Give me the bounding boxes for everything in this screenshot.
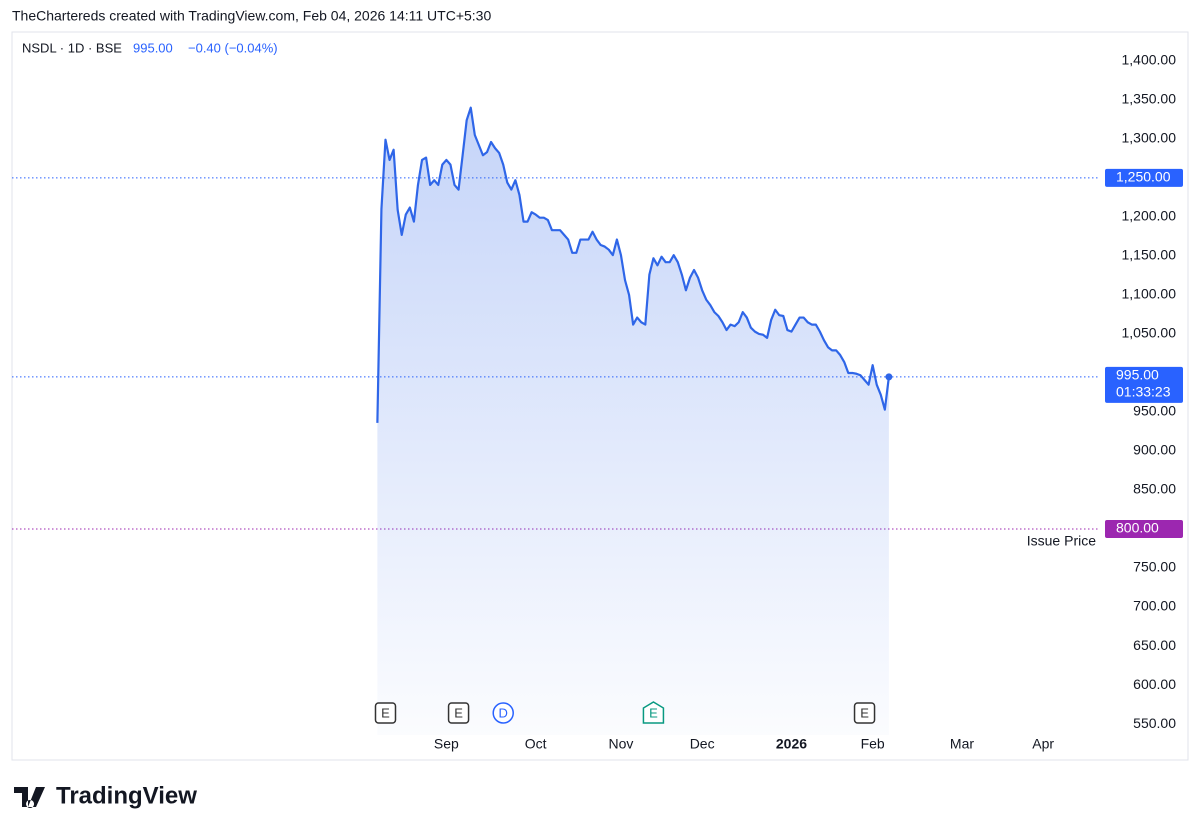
- event-label: E: [649, 705, 658, 720]
- event-label: E: [860, 705, 869, 720]
- y-tick-label: 1,300.00: [1122, 130, 1177, 146]
- event-marker: E: [447, 702, 470, 724]
- event-label: D: [499, 705, 508, 720]
- y-tick-label: 750.00: [1133, 559, 1176, 575]
- event-icon: [374, 702, 397, 724]
- x-tick-label: Dec: [690, 736, 715, 752]
- event-icon: [447, 702, 470, 724]
- countdown: 01:33:23: [1116, 384, 1171, 400]
- event-icon: [492, 702, 514, 724]
- x-tick-label: Nov: [609, 736, 634, 752]
- price-label-box: [1105, 520, 1183, 539]
- x-tick-label: Feb: [861, 736, 885, 752]
- y-tick-label: 1,050.00: [1122, 325, 1177, 341]
- header: TheChartereds created with TradingView.c…: [12, 8, 491, 24]
- x-tick-label: Apr: [1032, 736, 1054, 752]
- x-tick-label: Sep: [434, 736, 459, 752]
- area-fill: [377, 107, 889, 735]
- y-tick-label: 1,400.00: [1122, 52, 1177, 68]
- y-tick-label: 700.00: [1133, 598, 1176, 614]
- x-tick-label: 2026: [776, 736, 807, 752]
- event-label: E: [381, 705, 390, 720]
- event-marker: D: [492, 702, 514, 724]
- price-label-box: [1105, 366, 1183, 403]
- price-label: 800.00: [1116, 520, 1159, 536]
- last-point: [885, 373, 893, 381]
- panel-frame: [11, 31, 1189, 761]
- y-tick-label: 1,350.00: [1122, 91, 1177, 107]
- logo: [14, 787, 45, 808]
- x-tick-label: Oct: [525, 736, 547, 752]
- y-tick-label: 550.00: [1133, 715, 1176, 731]
- event-marker: E: [853, 702, 876, 724]
- price-line: [376, 106, 890, 423]
- price-label: 995.00: [1116, 367, 1159, 383]
- y-tick-label: 1,150.00: [1122, 247, 1177, 263]
- event-icon: [853, 702, 876, 724]
- y-tick-label: 1,100.00: [1122, 286, 1177, 302]
- y-tick-label: 950.00: [1133, 403, 1176, 419]
- event-label: E: [454, 705, 463, 720]
- legend-change: −0.40 (−0.04%): [188, 40, 278, 55]
- price-label-box: [1105, 168, 1183, 187]
- x-tick-label: Mar: [950, 736, 974, 752]
- y-tick-label: 650.00: [1133, 637, 1176, 653]
- event-marker: E: [374, 702, 397, 724]
- legend-symbol: NSDL · 1D · BSE: [22, 40, 122, 55]
- price-label: 1,250.00: [1116, 169, 1171, 185]
- price-line-title: Issue Price: [1027, 533, 1096, 549]
- footer-brand: TradingView: [56, 782, 197, 809]
- y-tick-label: 850.00: [1133, 481, 1176, 497]
- y-tick-label: 600.00: [1133, 676, 1176, 692]
- event-marker: E: [642, 701, 665, 724]
- y-tick-label: 1,200.00: [1122, 208, 1177, 224]
- legend-price: 995.00: [133, 40, 173, 55]
- event-icon: [642, 701, 665, 724]
- y-tick-label: 900.00: [1133, 442, 1176, 458]
